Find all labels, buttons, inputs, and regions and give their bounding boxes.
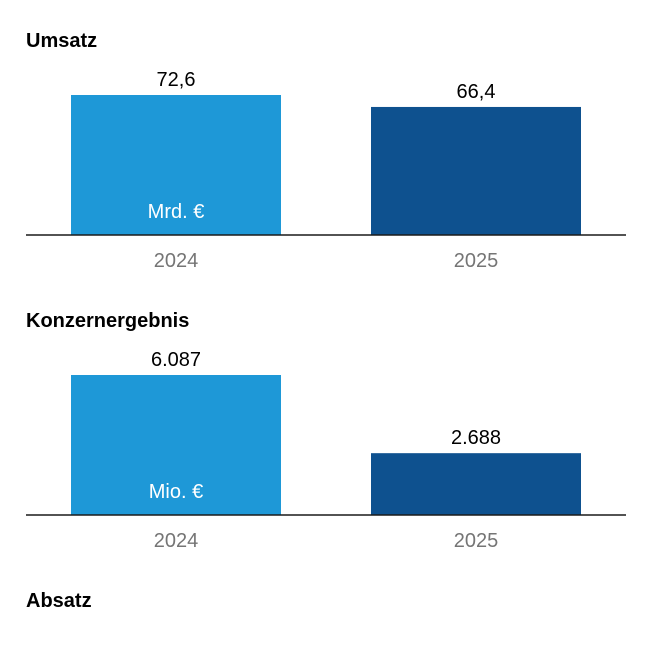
section-title-umsatz: Umsatz bbox=[26, 30, 98, 52]
x-tick-label-2025: 2025 bbox=[454, 530, 499, 552]
bar-2025 bbox=[371, 453, 581, 515]
value-label-2025: 2.688 bbox=[451, 427, 501, 449]
value-label-2024: 72,6 bbox=[157, 69, 196, 91]
section-title-absatz: Absatz bbox=[26, 590, 92, 612]
x-tick-label-2025: 2025 bbox=[454, 250, 499, 272]
umsatz-bar-chart: 72,6 2024 66,4 2025 Mrd. € bbox=[26, 69, 626, 272]
bar-2024 bbox=[71, 375, 281, 515]
bar-2024 bbox=[71, 95, 281, 235]
x-tick-label-2024: 2024 bbox=[154, 530, 199, 552]
value-label-2024: 6.087 bbox=[151, 349, 201, 371]
unit-label: Mio. € bbox=[149, 481, 203, 503]
section-title-konzernergebnis: Konzernergebnis bbox=[26, 310, 190, 332]
bar-2025 bbox=[371, 106, 581, 235]
unit-label: Mrd. € bbox=[148, 201, 205, 223]
value-label-2025: 66,4 bbox=[457, 81, 496, 103]
x-tick-label-2024: 2024 bbox=[154, 250, 199, 272]
konzernergebnis-bar-chart: 6.087 2024 2.688 2025 Mio. € bbox=[26, 349, 626, 552]
